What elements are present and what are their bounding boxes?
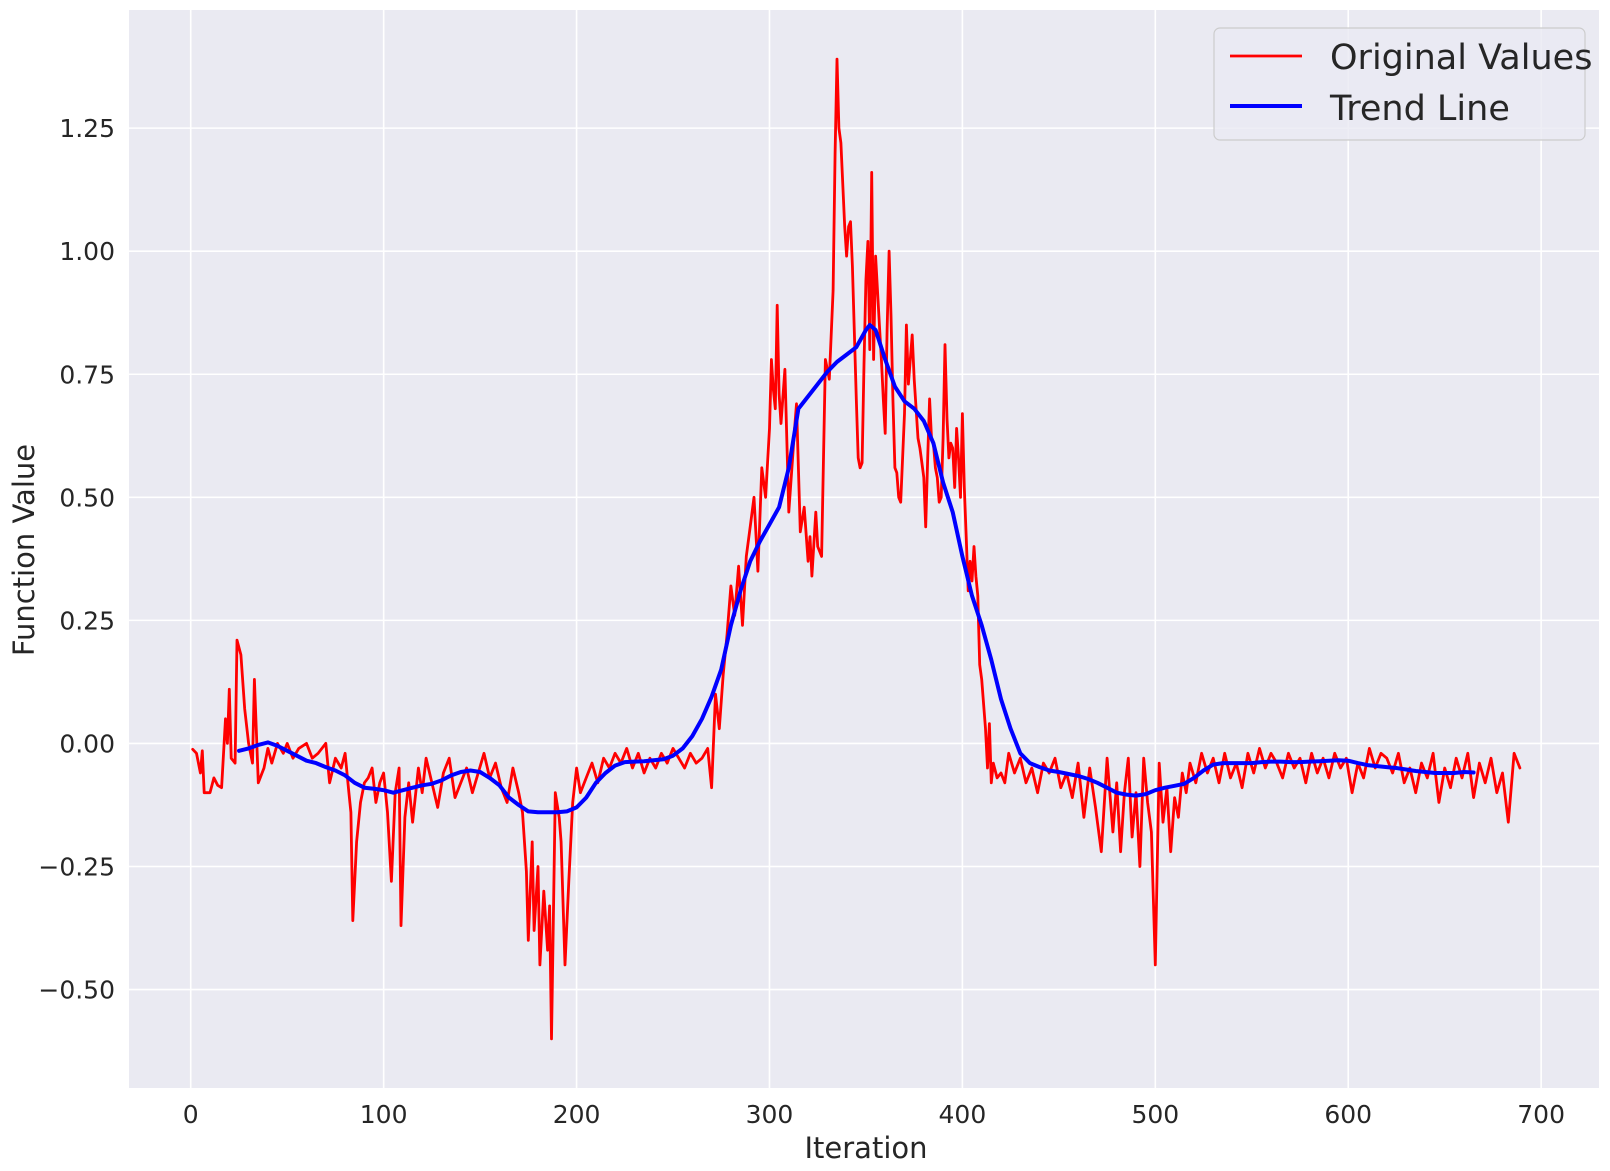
y-axis-label: Function Value xyxy=(7,444,41,656)
series-line-original-values xyxy=(191,57,1522,1041)
y-tick-label: 0.75 xyxy=(59,360,115,389)
y-tick-label: −0.25 xyxy=(38,852,115,881)
y-tick-label: 1.00 xyxy=(59,237,115,266)
x-axis-label: Iteration xyxy=(804,1131,927,1165)
x-tick-label: 200 xyxy=(553,1100,601,1129)
x-tick-label: 300 xyxy=(746,1100,794,1129)
legend-label-original-values: Original Values xyxy=(1330,38,1592,78)
y-axis-ticks: −0.50 −0.25 0.00 0.25 0.50 0.75 1.00 1.25 xyxy=(38,114,115,1004)
series-line-trend-line xyxy=(237,323,1476,815)
x-axis-ticks: 0 100 200 300 400 500 600 700 xyxy=(183,1100,1565,1129)
y-tick-label: 1.25 xyxy=(59,114,115,143)
x-tick-label: 100 xyxy=(360,1100,408,1129)
y-tick-label: 0.50 xyxy=(59,483,115,512)
y-tick-label: 0.00 xyxy=(59,729,115,758)
x-tick-label: 400 xyxy=(939,1100,987,1129)
y-tick-label: −0.50 xyxy=(38,976,115,1005)
x-tick-label: 600 xyxy=(1324,1100,1372,1129)
x-tick-label: 700 xyxy=(1517,1100,1565,1129)
y-tick-label: 0.25 xyxy=(59,606,115,635)
x-tick-label: 0 xyxy=(183,1100,199,1129)
legend-frame xyxy=(1213,27,1586,141)
x-tick-label: 500 xyxy=(1131,1100,1179,1129)
plot-background xyxy=(129,10,1599,1088)
legend-label-trend-line: Trend Line xyxy=(1329,89,1510,129)
series-layer xyxy=(191,57,1522,1041)
legend: Original Values Trend Line xyxy=(1213,27,1592,141)
